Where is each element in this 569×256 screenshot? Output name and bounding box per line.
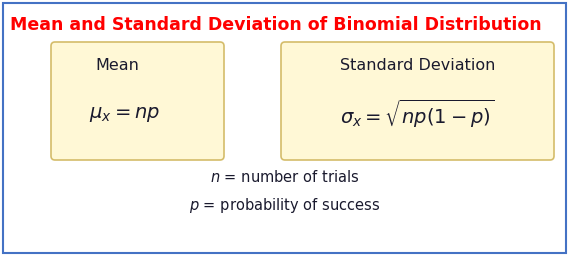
Text: $p$ = probability of success: $p$ = probability of success xyxy=(189,196,381,215)
FancyBboxPatch shape xyxy=(281,42,554,160)
FancyBboxPatch shape xyxy=(51,42,224,160)
FancyBboxPatch shape xyxy=(3,3,566,253)
Text: $\mu_x = np$: $\mu_x = np$ xyxy=(89,105,160,124)
Text: Mean and Standard Deviation of Binomial Distribution: Mean and Standard Deviation of Binomial … xyxy=(10,16,542,34)
Text: $n$ = number of trials: $n$ = number of trials xyxy=(211,169,360,185)
Text: Standard Deviation: Standard Deviation xyxy=(340,58,495,73)
Text: $\sigma_x = \sqrt{np(1-p)}$: $\sigma_x = \sqrt{np(1-p)}$ xyxy=(340,98,495,130)
Text: Mean: Mean xyxy=(96,58,139,73)
